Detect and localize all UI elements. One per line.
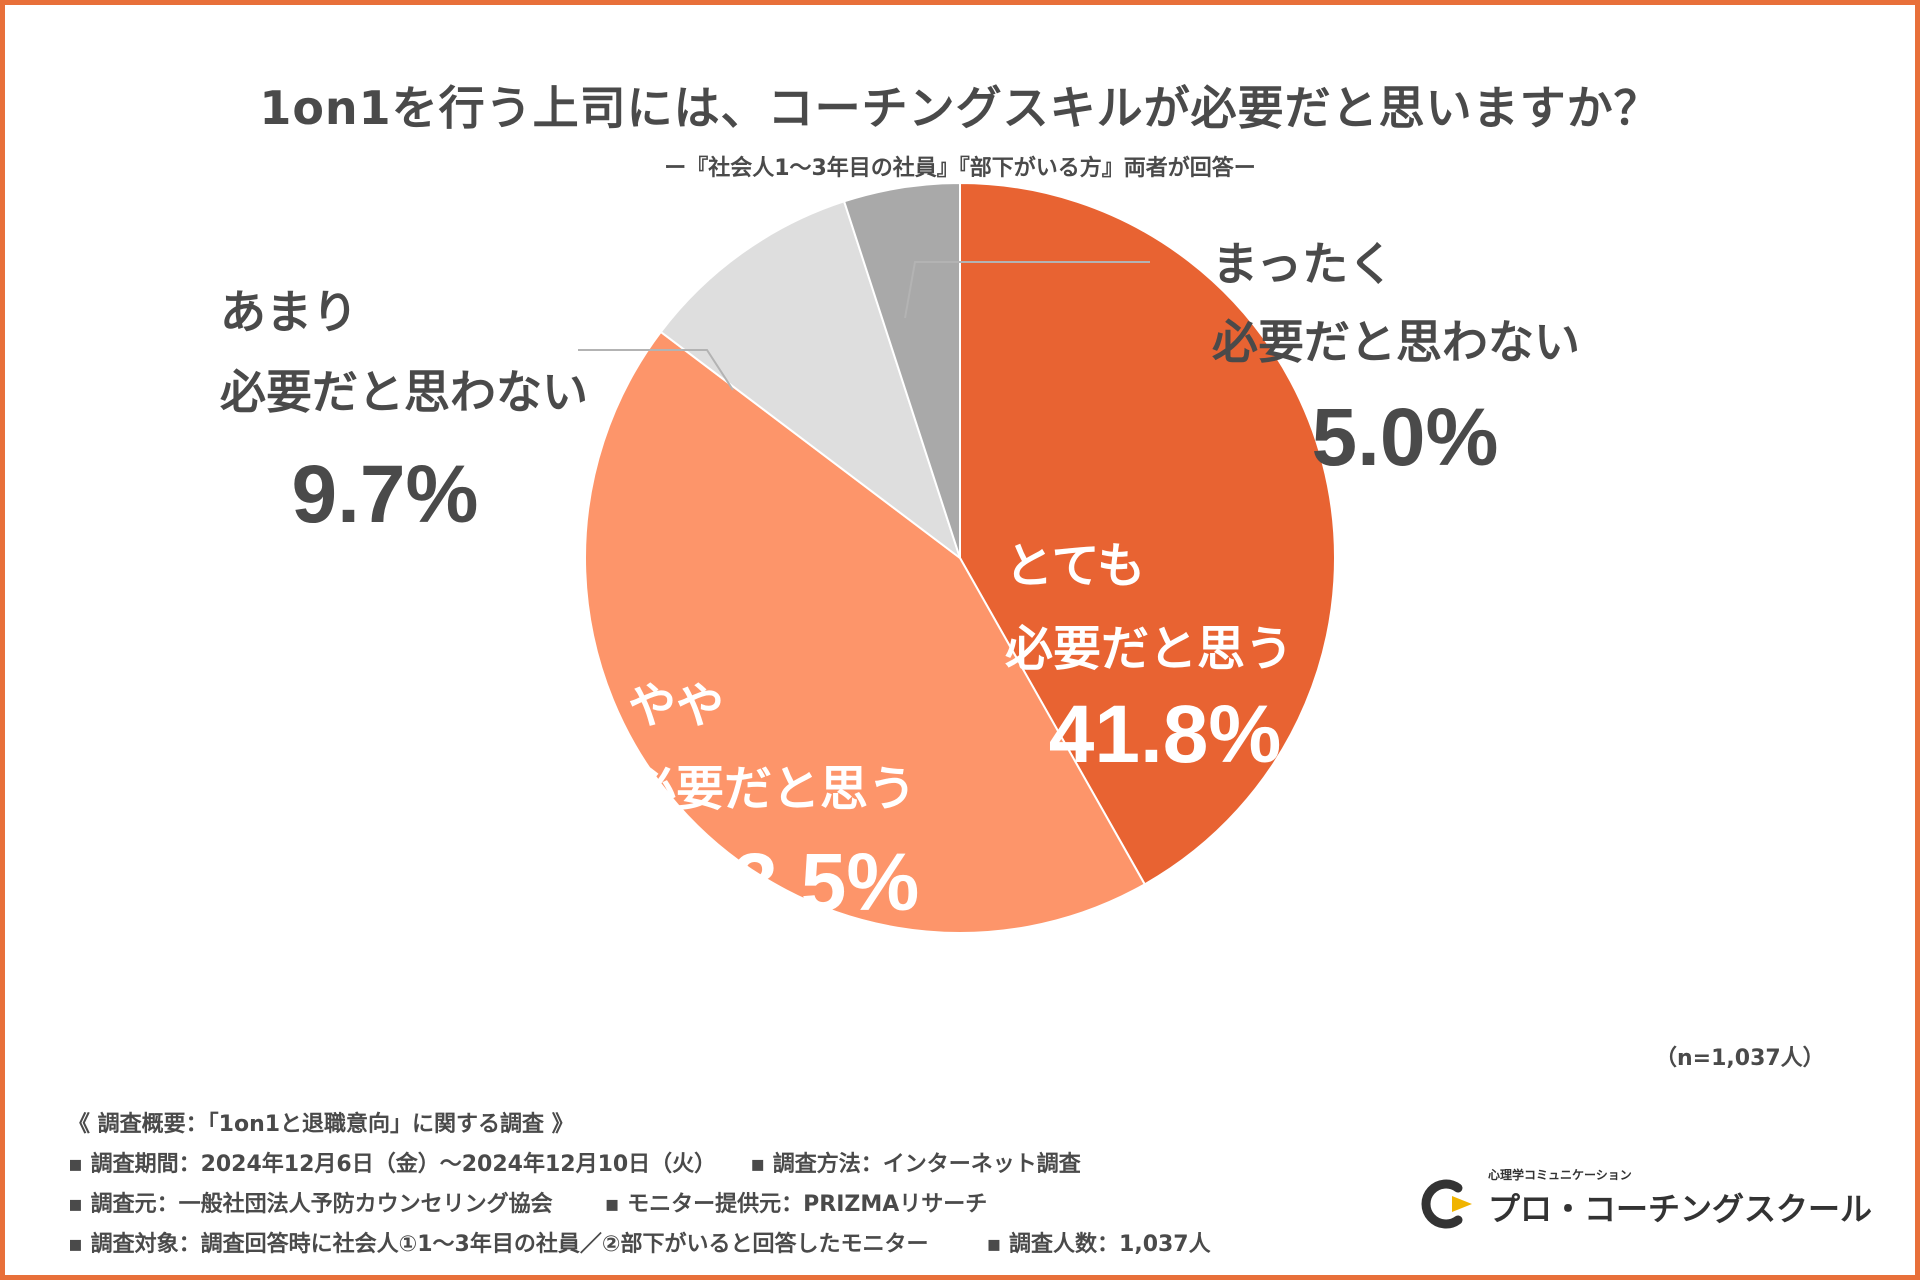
slice-labels: とても必要だと思う41.8%やや必要だと思う43.5%あまり必要だと思わない9.… xyxy=(220,237,1580,928)
pie-slice-not-much xyxy=(659,200,962,561)
slice-value-somewhat: 43.5% xyxy=(687,837,920,928)
school-logo: 心理学コミュニケーション プロ・コーチングスクール xyxy=(1418,1162,1872,1242)
slice-name-somewhat-line-1: やや xyxy=(628,678,724,734)
leader-line-not-much xyxy=(578,349,734,391)
survey-heading: 《 調査概要：「1on1と退職意向」に関する調査 》 xyxy=(68,1112,574,1137)
survey-row-2: ▪ 調査元：一般社団法人予防カウンセリング協会 ▪ モニター提供元：PRIZMAリ… xyxy=(68,1185,1211,1225)
survey-count: ▪ 調査人数：1,037人 xyxy=(986,1232,1211,1257)
survey-row-1: ▪ 調査期間：2024年12月6日（金）～2024年12月10日（火） ▪ 調査方… xyxy=(68,1145,1211,1185)
pie-slice-not-at-all xyxy=(842,181,961,559)
chart-title: 1on1を行う上司には、コーチングスキルが必要だと思いますか？ xyxy=(259,81,1661,135)
logo-name: プロ・コーチングスクール xyxy=(1488,1190,1873,1228)
slice-name-very-line-2: 必要だと思う xyxy=(1005,621,1293,677)
logo-mark-icon xyxy=(1421,1179,1472,1229)
slice-value-not-much: 9.7% xyxy=(292,449,479,540)
survey-overview: 《 調査概要：「1on1と退職意向」に関する調査 》 ▪ 調査期間：2024年1… xyxy=(68,1105,1211,1265)
slice-name-not-much-line-1: あまり xyxy=(220,285,358,339)
leader-lines xyxy=(578,261,1150,391)
survey-target: ▪ 調査対象：調査回答時に社会人①1～3年目の社員／②部下がいると回答したモニタ… xyxy=(68,1232,929,1257)
pie-slices xyxy=(584,181,1336,934)
survey-organizer: ▪ 調査元：一般社団法人予防カウンセリング協会 xyxy=(68,1192,553,1217)
slice-value-not-at-all: 5.0% xyxy=(1312,392,1499,483)
pie-slice-somewhat xyxy=(584,330,1147,934)
slice-name-not-at-all-line-1: まったく xyxy=(1212,237,1394,291)
leader-line-not-at-all xyxy=(904,261,1150,319)
sample-size: （n=1,037人） xyxy=(1655,1046,1825,1071)
slice-name-not-much-line-2: 必要だと思わない xyxy=(220,365,588,419)
survey-row-3: ▪ 調査対象：調査回答時に社会人①1～3年目の社員／②部下がいると回答したモニタ… xyxy=(68,1225,1211,1265)
chart-subtitle: ー『社会人1～3年目の社員』『部下がいる方』両者が回答ー xyxy=(664,156,1256,181)
slice-name-very-line-1: とても xyxy=(1005,538,1145,594)
slice-name-somewhat-line-2: 必要だと思う xyxy=(628,761,916,817)
survey-period: ▪ 調査期間：2024年12月6日（金）～2024年12月10日（火） xyxy=(68,1152,717,1177)
survey-method: ▪ 調査方法：インターネット調査 xyxy=(750,1152,1081,1177)
survey-provider: ▪ モニター提供元：PRIZMAリサーチ xyxy=(604,1192,988,1217)
pie-slice-very xyxy=(959,181,1336,886)
logo-tagline: 心理学コミュニケーション xyxy=(1488,1168,1632,1182)
slice-name-not-at-all-line-2: 必要だと思わない xyxy=(1212,315,1580,369)
slice-value-very: 41.8% xyxy=(1049,689,1282,780)
